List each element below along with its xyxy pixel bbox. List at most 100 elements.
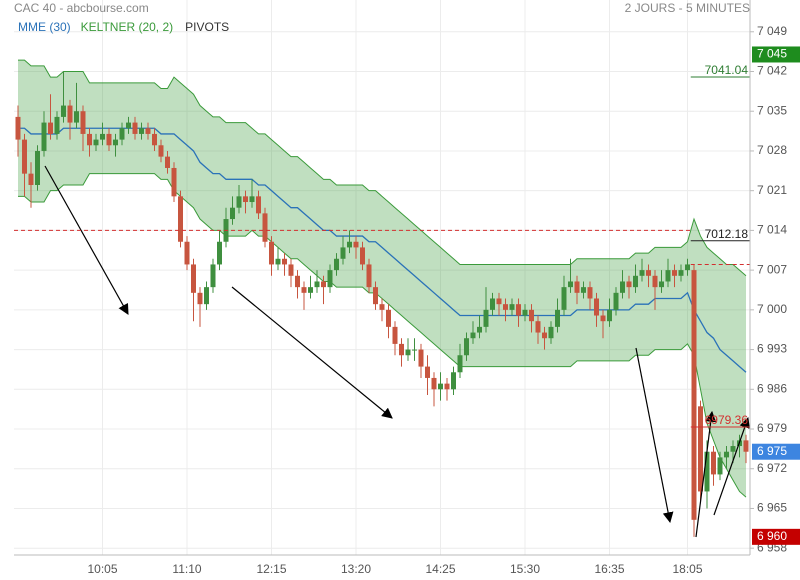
arrow: [44, 165, 129, 315]
candle-body: [418, 349, 424, 367]
y-tick-label: 6 986: [757, 381, 787, 395]
candle-body: [191, 264, 196, 293]
y-tick-label: 6 979: [757, 421, 787, 435]
arrow: [695, 410, 717, 538]
candle-body: [373, 287, 378, 305]
candle-body: [717, 457, 723, 475]
candle-body: [542, 332, 547, 339]
candle-body: [67, 105, 73, 123]
annotation-arrows: [44, 165, 750, 538]
candle-body: [711, 451, 716, 475]
candle-body: [685, 264, 690, 271]
candle-body: [334, 258, 339, 271]
candle-body: [113, 139, 118, 146]
candle-body: [509, 304, 515, 310]
candle-body: [626, 281, 632, 288]
candle-body: [327, 270, 333, 288]
candle-body: [724, 451, 729, 458]
legend-entry: KELTNER (20, 2): [81, 20, 173, 34]
candle-body: [548, 326, 554, 339]
x-tick-label: 15:30: [510, 562, 540, 576]
candle-body: [48, 122, 53, 134]
candle-body: [249, 196, 255, 203]
candle-body: [230, 207, 235, 220]
candle-body: [295, 275, 300, 288]
candle-body: [22, 139, 27, 174]
candle-body: [659, 281, 664, 288]
candle-body: [80, 111, 86, 134]
candle-body: [574, 281, 580, 293]
candle-body: [386, 309, 391, 327]
y-tick-label: 6 972: [757, 461, 787, 475]
y-tick-label: 7 028: [757, 143, 787, 157]
candle-body: [236, 196, 242, 208]
chart-title: CAC 40 - abcbourse.com: [14, 1, 149, 15]
price-tag: [752, 528, 800, 545]
candle-body: [288, 264, 294, 276]
x-tick-label: 12:15: [256, 562, 286, 576]
price-tag-label: 6 960: [757, 529, 787, 543]
candle-body: [535, 321, 541, 333]
candle-body: [691, 270, 697, 520]
candle-body: [620, 281, 625, 293]
candle-body: [217, 241, 222, 265]
candle-body: [600, 315, 606, 322]
pivot-label: 7041.04: [705, 63, 749, 77]
price-tag: [752, 443, 800, 460]
candle-body: [366, 264, 372, 288]
candle-body: [399, 343, 404, 356]
candle-body: [269, 241, 274, 265]
y-tick-label: 7 021: [757, 183, 787, 197]
candle-body: [87, 133, 92, 146]
candle-body: [698, 406, 703, 492]
chart-subtitle: 2 JOURS - 5 MINUTES: [625, 1, 750, 15]
candle-body: [41, 122, 47, 151]
candle-body: [483, 309, 489, 327]
y-tick-label: 7 014: [757, 223, 787, 237]
candle-body: [678, 270, 684, 276]
candle-body: [15, 116, 21, 140]
candle-body: [106, 133, 112, 146]
candle-body: [178, 196, 183, 242]
candle-body: [93, 139, 99, 146]
candle-body: [152, 133, 157, 146]
x-tick-label: 18:05: [672, 562, 702, 576]
candle-body: [431, 377, 437, 390]
y-tick-label: 7 000: [757, 302, 787, 316]
candle-body: [730, 446, 736, 452]
legend-entry: PIVOTS: [185, 20, 229, 34]
candle-body: [210, 264, 216, 288]
candle-body: [360, 247, 365, 265]
keltner-upper: [18, 59, 747, 277]
candle-body: [314, 281, 320, 288]
candle-body: [139, 128, 144, 134]
candle-body: [607, 309, 612, 322]
candle-body: [470, 332, 476, 339]
candle-body: [561, 287, 567, 310]
candle-body: [61, 105, 66, 117]
candle-body: [457, 355, 463, 373]
candle-body: [275, 258, 281, 265]
candle-body: [158, 145, 164, 157]
candle-body: [451, 372, 456, 390]
candle-body: [639, 270, 645, 276]
arrow: [635, 347, 674, 524]
candle-body: [581, 287, 586, 293]
x-tick-label: 16:35: [594, 562, 624, 576]
x-tick-label: 11:10: [172, 562, 201, 576]
candle-body: [308, 287, 313, 293]
candle-body: [516, 304, 521, 316]
candle-body: [490, 298, 495, 310]
candle-body: [568, 281, 573, 288]
x-tick-label: 10:05: [87, 562, 117, 576]
pivot-label: 6979.36: [705, 413, 749, 427]
candle-body: [522, 309, 528, 316]
candle-body: [353, 241, 359, 248]
candle-body: [165, 156, 170, 168]
candle-body: [145, 128, 151, 134]
arrow: [231, 286, 393, 419]
candle-body: [392, 326, 398, 344]
candle-body: [425, 366, 430, 378]
candle-body: [529, 309, 534, 322]
